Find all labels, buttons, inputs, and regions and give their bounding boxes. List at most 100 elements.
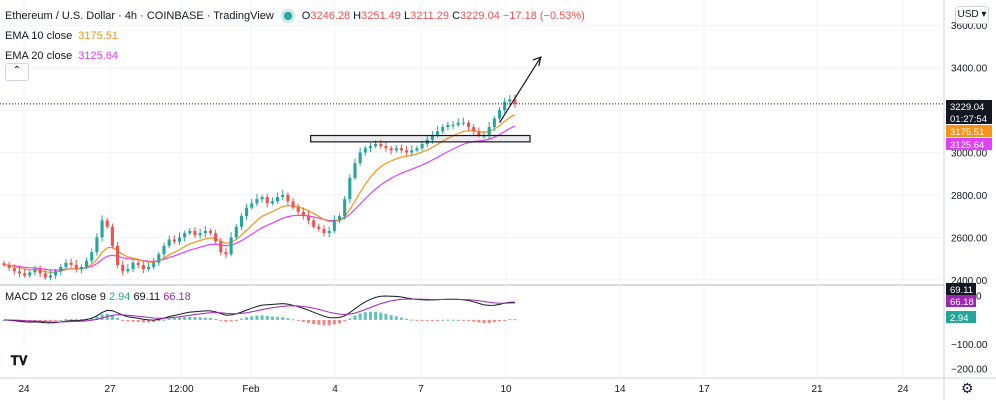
macd-signal-value: 66.18 [163,291,191,303]
candle-body [410,150,414,153]
macd-histogram-bar [399,317,403,320]
candle-body [492,118,496,128]
tradingview-logo-icon[interactable]: 𝐓𝐕 [5,350,33,372]
time-axis-label: 24 [897,384,909,395]
candle-body [17,271,22,274]
macd-histogram-bar [420,319,424,321]
macd-histogram-bar [508,319,512,321]
candle-body [208,230,213,234]
candle-body [332,220,336,231]
ema20-label[interactable]: EMA 20 close [5,50,73,62]
candle-body [116,245,120,265]
macd-histogram-bar [208,317,213,320]
candle-body [121,264,125,272]
macd-histogram-bar [255,315,259,320]
macd-histogram-bar [48,319,53,321]
macd-histogram-bar [343,319,347,322]
macd-histogram-bar [497,319,502,322]
macd-histogram-bar [121,319,125,321]
chart-legend: Ethereum / U.S. Dollar · 4h · COINBASE ·… [5,6,585,66]
macd-histogram-bar [95,316,99,320]
candle-body [43,273,47,278]
macd-histogram-bar [90,317,94,320]
macd-tag-box [946,311,976,323]
candle-body [167,239,171,246]
candle-body [239,216,243,227]
candle-body [54,271,58,276]
candle-body [503,101,507,111]
macd-label[interactable]: MACD 12 26 close 9 [5,291,106,303]
price-axis-label: 3400.00 [951,64,988,75]
candle-body [69,262,73,265]
macd-histogram-bar [157,319,161,322]
collapse-indicators-button[interactable]: ⌃ [5,63,29,81]
candle-body [451,124,455,126]
macd-histogram-bar [110,315,114,320]
price-axis-label: 3000.00 [951,148,988,159]
time-axis-label: 21 [811,384,823,395]
candle-body [389,148,393,151]
candle-body [229,237,233,255]
candle-body [90,252,94,261]
macd-histogram-bar [69,318,73,320]
support-zone-box [310,134,531,143]
macd-histogram-bar [441,319,445,321]
currency-selector[interactable]: USD ▾ [955,6,989,24]
macd-histogram-bar [384,313,388,320]
candle-body [430,135,434,140]
macd-histogram-bar [332,319,336,325]
candle-body [2,263,6,265]
price-axis-label: 2400.00 [951,276,988,287]
ema10-label[interactable]: EMA 10 close [5,30,73,42]
projection-arrow-head [532,56,542,67]
macd-histogram-bar [146,319,151,323]
macd-histogram-bar [74,319,78,321]
candle-body [38,269,42,274]
macd-histogram-bar [296,319,300,321]
candle-body [157,254,161,263]
macd-tag-box [946,283,976,295]
macd-histogram-bar [281,317,285,320]
candle-body [48,275,53,278]
low-label: L [403,10,411,22]
low-value: 3211.29 [410,10,450,22]
candle-body [327,230,331,234]
candle-body [260,197,264,200]
macd-histogram-bar [291,319,295,321]
price-axis-label: 2800.00 [951,191,988,202]
candle-body [343,199,347,217]
candle-body [415,148,419,151]
candle-body [337,216,342,221]
ema10-path [3,114,516,274]
candle-body [322,228,326,234]
macd-legend: MACD 12 26 close 9 2.94 69.11 66.18 [5,291,191,303]
time-axis-label: 27 [104,384,116,395]
macd-histogram-bar [405,318,409,320]
macd-histogram-bar [131,319,135,322]
candle-body [131,262,135,270]
candle-body [172,239,176,242]
candle-body [379,144,383,147]
settings-gear-icon[interactable]: ⚙ [961,380,974,396]
macd-histogram-bar [265,316,269,320]
macd-histogram-bar [167,318,171,320]
macd-histogram-bar [43,319,47,321]
macd-line-value: 69.11 [133,291,161,303]
macd-histogram-bar [436,319,440,321]
high-label: H [353,10,362,22]
price-tag-box [946,138,992,150]
symbol-title[interactable]: Ethereum / U.S. Dollar · 4h · COINBASE ·… [5,10,274,22]
macd-histogram-bar [188,316,192,320]
candle-body [436,131,440,136]
candle-body [224,252,228,255]
candle-body [12,268,16,272]
macd-histogram-bar [234,319,238,321]
candle-body [508,99,512,102]
candle-body [250,203,254,208]
macd-histogram-bar [477,319,481,323]
candle-body [487,127,491,136]
candle-body [384,146,388,149]
